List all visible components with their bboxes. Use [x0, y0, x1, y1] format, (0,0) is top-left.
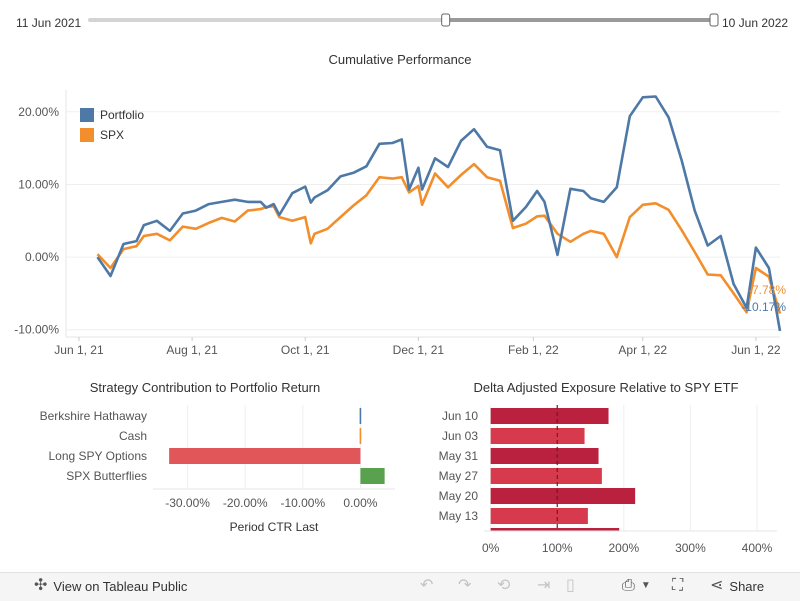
exposure-date-label: May 20: [439, 489, 479, 503]
fullscreen-icon: ⛶: [672, 577, 684, 594]
dashboard-canvas: 11 Jun 2021 10 Jun 2022 Cumulative Perfo…: [14, 13, 788, 555]
perf-y-tick-label: 0.00%: [25, 250, 59, 264]
download-button[interactable]: ⎙ ▼: [622, 578, 651, 594]
view-on-tableau-label: View on Tableau Public: [53, 578, 188, 594]
perf-gridlines: [66, 111, 780, 331]
ctr-x-tick-label: -20.00%: [223, 496, 268, 510]
series-line-spx: [96, 162, 782, 314]
range-start-label: 11 Jun 2021: [16, 16, 81, 30]
ctr-bar: [359, 408, 362, 424]
ctr-category-label: Berkshire Hathaway: [40, 409, 147, 423]
exposure-category-labels: Jun 10 Jun 03 May 31 May 27 May 20 May 1…: [439, 409, 479, 523]
ctr-x-tick-label: -10.00%: [280, 496, 325, 510]
refresh-icon: ⇥: [537, 577, 551, 594]
cumulative-performance-chart: Cumulative Performance 20.00% 10.00% 0.00%…: [14, 52, 786, 357]
perf-legend[interactable]: Portfolio SPX: [80, 108, 144, 142]
exposure-date-label: May 27: [439, 469, 479, 483]
pause-button[interactable]: ▯: [566, 578, 575, 594]
exposure-bar: [490, 408, 609, 424]
ctr-x-tick-label: 0.00%: [343, 496, 377, 510]
exposure-date-label: Jun 10: [442, 409, 478, 423]
ctr-x-axis: -30.00% -20.00% -10.00% 0.00%: [153, 488, 395, 510]
ctr-bar: [359, 428, 362, 444]
view-on-tableau-public-link[interactable]: ✣ View on Tableau Public: [34, 578, 187, 594]
revert-icon: ⟲: [497, 577, 511, 594]
exposure-chart-title: Delta Adjusted Exposure Relative to SPY …: [474, 380, 739, 395]
exposure-bar: [490, 448, 599, 464]
tableau-logo-icon: ✣: [34, 577, 48, 594]
perf-y-axis: 20.00% 10.00% 0.00% -10.00%: [14, 90, 67, 337]
ctr-category-labels: Berkshire Hathaway Cash Long SPY Options…: [40, 409, 147, 483]
perf-y-tick-label: -10.00%: [14, 323, 59, 337]
series-line-portfolio: [96, 95, 782, 332]
share-button[interactable]: ⋖ Share: [710, 578, 764, 594]
legend-swatch-portfolio: [80, 108, 94, 122]
perf-x-tick-label: Feb 1, 22: [508, 343, 559, 357]
undo-button[interactable]: ↶: [420, 578, 433, 594]
share-label: Share: [729, 578, 765, 594]
tableau-toolbar: ✣ View on Tableau Public ↶ ↷ ⟲ ⇥ ▯ ⎙ ▼ ⛶ …: [0, 572, 800, 601]
exposure-bar: [490, 468, 602, 484]
perf-x-tick-label: Apr 1, 22: [618, 343, 667, 357]
perf-x-tick-label: Jun 1, 21: [54, 343, 104, 357]
redo-button[interactable]: ↷: [458, 578, 471, 594]
strategy-contribution-chart: Strategy Contribution to Portfolio Retur…: [40, 380, 395, 534]
undo-icon: ↶: [420, 577, 434, 594]
perf-chart-title: Cumulative Performance: [328, 52, 471, 67]
exposure-date-label: May 13: [439, 509, 479, 523]
perf-y-tick-label: 20.00%: [18, 105, 59, 119]
fullscreen-button[interactable]: ⛶: [672, 578, 683, 594]
exposure-x-tick-label: 200%: [608, 541, 639, 555]
refresh-button[interactable]: ⇥: [537, 578, 550, 594]
slider-start-handle[interactable]: [441, 13, 451, 27]
exposure-bar-partial: [490, 528, 620, 531]
exposure-x-axis: 0% 100% 200% 300% 400%: [482, 530, 777, 555]
perf-x-tick-label: Dec 1, 21: [393, 343, 445, 357]
ctr-x-tick-label: -30.00%: [165, 496, 210, 510]
perf-series-lines: [96, 95, 782, 332]
perf-x-axis: Jun 1, 21 Aug 1, 21 Oct 1, 21 Dec 1, 21 Feb …: [54, 336, 781, 357]
ctr-category-label: Long SPY Options: [48, 449, 147, 463]
exposure-date-label: May 31: [439, 449, 479, 463]
ctr-gridlines: [187, 405, 361, 488]
perf-x-tick-label: Jun 1, 22: [731, 343, 781, 357]
exposure-x-tick-label: 100%: [542, 541, 573, 555]
ctr-category-label: Cash: [119, 429, 147, 443]
ctr-category-label: SPX Butterflies: [66, 469, 147, 483]
legend-swatch-spx: [80, 128, 94, 142]
ctr-bar: [169, 448, 361, 464]
legend-label-spx: SPX: [100, 128, 124, 142]
delta-exposure-chart: Delta Adjusted Exposure Relative to SPY …: [439, 380, 777, 555]
share-icon: ⋖: [710, 577, 724, 594]
exposure-bar: [490, 428, 585, 444]
portfolio-end-value-label: -10.17%: [741, 300, 786, 314]
revert-button[interactable]: ⟲: [497, 578, 510, 594]
exposure-bar: [490, 508, 588, 524]
ctr-bar: [360, 468, 385, 484]
date-range-slider[interactable]: 11 Jun 2021 10 Jun 2022: [16, 13, 788, 30]
redo-icon: ↷: [458, 577, 472, 594]
range-end-label: 10 Jun 2022: [722, 16, 788, 30]
ctr-bars: [169, 408, 385, 484]
ctr-x-axis-title: Period CTR Last: [230, 520, 319, 534]
exposure-x-tick-label: 300%: [675, 541, 706, 555]
exposure-x-tick-label: 400%: [742, 541, 773, 555]
perf-x-tick-label: Oct 1, 21: [281, 343, 330, 357]
dropdown-caret-icon: ▼: [640, 580, 651, 591]
exposure-bars: [490, 408, 636, 531]
pause-icon: ▯: [566, 577, 575, 594]
exposure-x-tick-label: 0%: [482, 541, 500, 555]
legend-label-portfolio: Portfolio: [100, 108, 144, 122]
ctr-chart-title: Strategy Contribution to Portfolio Retur…: [90, 380, 321, 395]
perf-y-tick-label: 10.00%: [18, 177, 59, 191]
exposure-date-label: Jun 03: [442, 429, 478, 443]
download-icon: ⎙: [622, 577, 635, 594]
slider-end-handle[interactable]: [709, 13, 719, 27]
exposure-bar: [490, 488, 636, 504]
perf-x-tick-label: Aug 1, 21: [166, 343, 218, 357]
spx-end-value-label: -7.78%: [748, 283, 786, 297]
